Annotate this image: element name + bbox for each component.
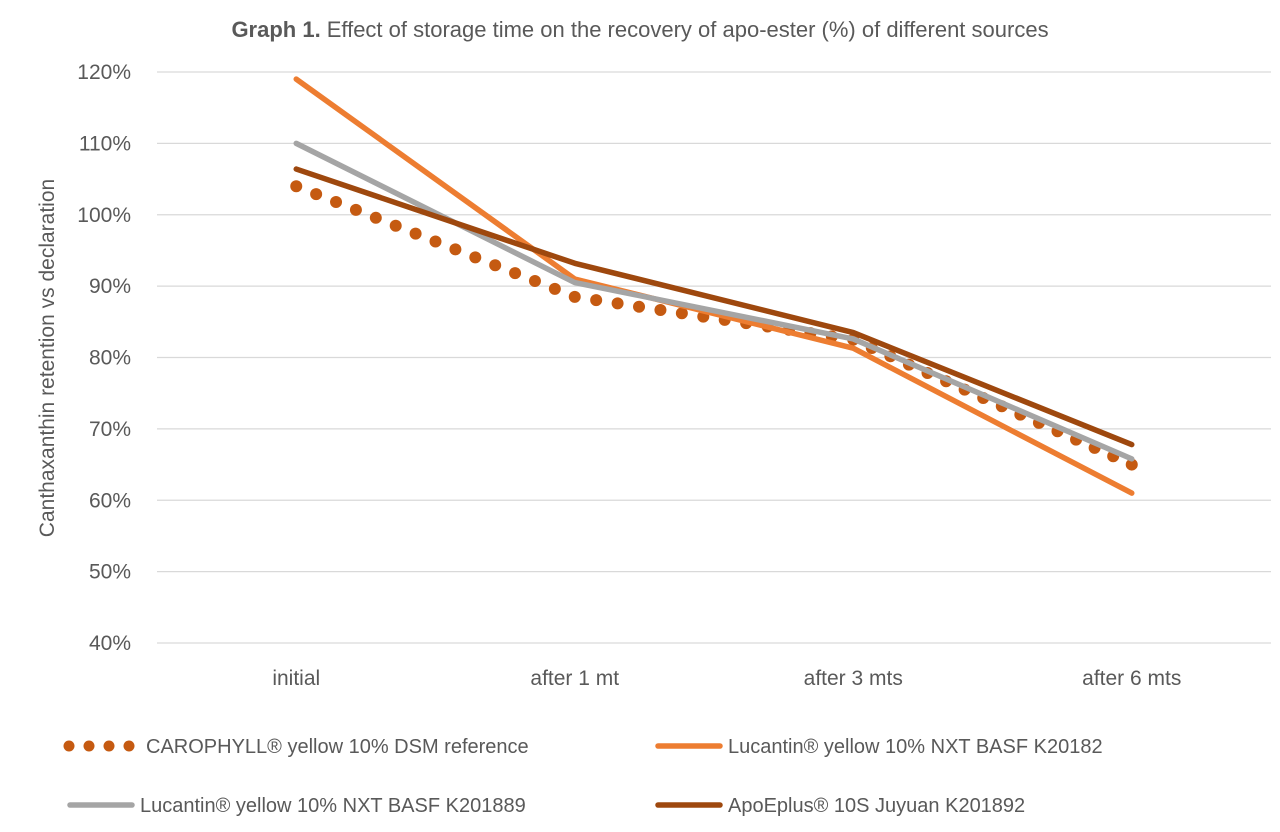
series-dot xyxy=(489,259,502,272)
series-dot xyxy=(389,219,402,232)
series-dot xyxy=(330,196,343,209)
chart-title: Graph 1. Effect of storage time on the re… xyxy=(231,17,1048,42)
series-3 xyxy=(293,166,1135,448)
y-tick-label: 40% xyxy=(89,632,131,655)
y-tick-label: 80% xyxy=(89,347,131,370)
series-dot xyxy=(290,180,303,193)
series-0 xyxy=(290,180,1138,471)
series-dot xyxy=(590,294,603,307)
legend-label: Lucantin® yellow 10% NXT BASF K20182 xyxy=(728,736,1103,758)
legend-item: Lucantin® yellow 10% NXT BASF K20182 xyxy=(655,736,1103,758)
legend-item: CAROPHYLL® yellow 10% DSM reference xyxy=(63,736,529,758)
series-dot xyxy=(548,282,561,295)
series-dot xyxy=(449,243,462,256)
legend-item: ApoEplus® 10S Juyuan K201892 xyxy=(655,795,1025,817)
y-tick-label: 100% xyxy=(77,204,131,227)
x-tick-label: initial xyxy=(272,667,320,690)
series-dot xyxy=(429,235,442,248)
series-dot xyxy=(349,203,362,216)
legend-label: Lucantin® yellow 10% NXT BASF K201889 xyxy=(140,795,526,817)
y-axis-label: Canthaxanthin retention vs declaration xyxy=(36,179,59,537)
y-tick-label: 90% xyxy=(89,275,131,298)
series-line xyxy=(293,140,1135,462)
y-axis-ticks: 40% 50% 60% 70% 80% 90% 100% 110% 120% xyxy=(77,61,131,655)
y-tick-label: 70% xyxy=(89,418,131,441)
series-dot xyxy=(528,275,541,288)
series-1 xyxy=(293,76,1135,496)
legend: CAROPHYLL® yellow 10% DSM reference Lucan… xyxy=(63,736,1103,817)
chart-title-bold: Graph 1. xyxy=(231,17,320,42)
series-dot xyxy=(369,211,382,224)
gridlines xyxy=(157,71,1271,644)
series-dot xyxy=(675,307,688,320)
legend-marker xyxy=(63,740,75,752)
x-tick-label: after 6 mts xyxy=(1082,667,1181,690)
x-tick-label: after 3 mts xyxy=(804,667,903,690)
series-dot xyxy=(310,188,323,201)
legend-label: ApoEplus® 10S Juyuan K201892 xyxy=(728,795,1025,817)
series-dot xyxy=(568,290,581,303)
y-tick-label: 60% xyxy=(89,489,131,512)
series-group xyxy=(290,76,1138,496)
series-dot xyxy=(469,251,482,264)
series-2 xyxy=(293,140,1135,462)
series-dot xyxy=(409,227,422,240)
legend-marker xyxy=(103,740,115,752)
series-line xyxy=(293,76,1135,496)
series-dot xyxy=(1125,458,1138,471)
legend-marker xyxy=(83,740,95,752)
y-tick-label: 110% xyxy=(79,132,131,155)
series-dot xyxy=(654,304,667,317)
y-tick-label: 120% xyxy=(77,61,131,84)
series-dot xyxy=(633,300,646,313)
legend-item: Lucantin® yellow 10% NXT BASF K201889 xyxy=(67,795,526,817)
y-tick-label: 50% xyxy=(89,561,131,584)
series-dot xyxy=(611,297,624,310)
x-axis-ticks: initial after 1 mt after 3 mts after 6 mts xyxy=(272,667,1181,690)
chart-title-text: Effect of storage time on the recovery o… xyxy=(327,17,1049,42)
legend-marker xyxy=(123,740,135,752)
series-line xyxy=(293,166,1135,448)
x-tick-label: after 1 mt xyxy=(530,667,619,690)
series-dot xyxy=(509,267,522,280)
legend-label: CAROPHYLL® yellow 10% DSM reference xyxy=(146,736,529,758)
